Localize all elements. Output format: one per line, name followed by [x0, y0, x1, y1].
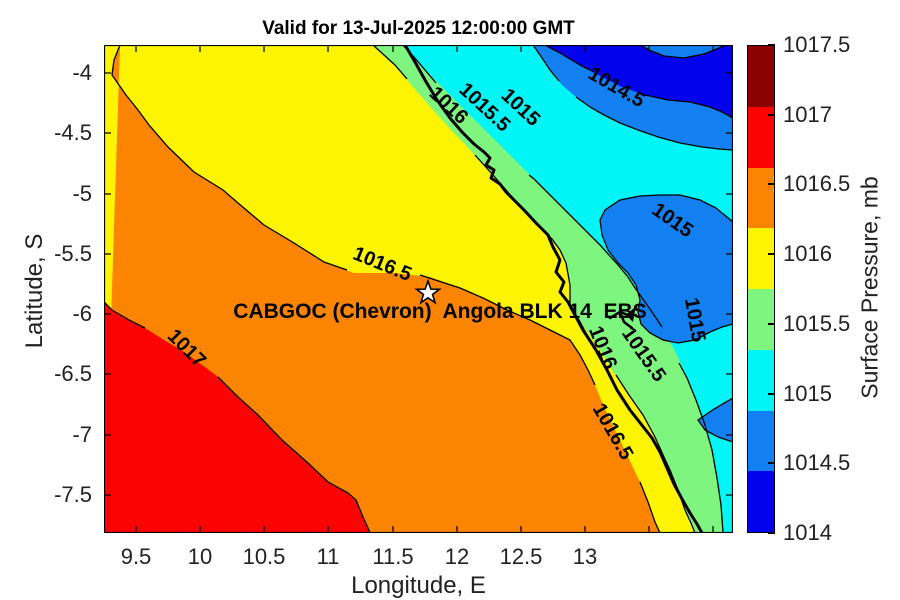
colorbar-tick-mark: [768, 532, 775, 534]
x-tick-label: 9.5: [120, 544, 152, 569]
colorbar-tick-mark: [768, 113, 775, 116]
colorbar-tick-label: 1015: [783, 380, 832, 406]
plot-title: Valid for 13-Jul-2025 12:00:00 GMT: [262, 18, 575, 39]
y-tick-label: -4: [72, 60, 92, 85]
region-band-above-1017: [104, 302, 370, 533]
colorbar-tick-mark: [768, 253, 775, 256]
plot-border: [104, 45, 733, 533]
region-band-below-1014.5-corner: [545, 45, 733, 118]
contour-line-1016: [372, 45, 408, 80]
y-tick-label: -5.5: [54, 241, 92, 266]
y-tick-label: -4.5: [54, 120, 92, 145]
river-marker: [626, 310, 635, 322]
colorbar-band-blue: [748, 410, 774, 472]
contour-line-1015.5: [528, 174, 663, 328]
region-blue-wedge-lower-right: [698, 398, 733, 442]
colorbar-tick-mark: [768, 44, 775, 46]
y-tick-label: -7: [72, 422, 92, 447]
colorbar-tick-label: 1017.5: [783, 32, 851, 57]
y-tick-label: -6: [72, 301, 92, 326]
colorbar-tick-label: 1014.5: [783, 450, 851, 476]
colorbar-band-cyan: [748, 349, 774, 411]
x-tick-label: 11.5: [372, 544, 414, 569]
contour-line-1016.5: [111, 45, 348, 271]
colorbar-tick-mark: [768, 392, 775, 395]
colorbar-tick-label: 1016: [783, 241, 832, 267]
colorbar-title: Surface Pressure, mb: [856, 176, 883, 399]
region-band-1014.5-1015: [403, 45, 733, 533]
coastline: [403, 45, 704, 533]
colorbar-band-orange: [748, 167, 774, 229]
colorbar-tick-label: 1016.5: [783, 171, 851, 197]
colorbar-tick-mark: [768, 322, 775, 325]
x-tick-label: 13: [572, 544, 598, 569]
station-star-icon: [414, 278, 442, 305]
x-tick-label: 10.5: [242, 544, 286, 569]
contour-line-1017: [104, 301, 146, 329]
x-tick-label: 10: [187, 544, 213, 569]
colorbar: [747, 45, 775, 533]
x-tick-label: 11: [316, 544, 340, 569]
colorbar-tick-label: 1014: [783, 520, 832, 545]
y-tick-label: -5: [72, 181, 92, 206]
x-tick-label: 12.5: [499, 544, 543, 569]
colorbar-band-darkblue: [748, 471, 774, 532]
contour-line-1016: [615, 374, 696, 533]
contour-line-1015.5: [678, 362, 724, 533]
contour-line-1015: [575, 96, 733, 151]
contour-line-1017: [217, 376, 371, 533]
contour-line-1015: [532, 45, 560, 82]
colorbar-tick-mark: [768, 462, 775, 465]
colorbar-tick-label: 1015.5: [783, 310, 851, 336]
contour-line-1015: [697, 397, 733, 443]
colorbar-tick-mark: [768, 183, 775, 186]
region-blue-blob-mid-right: [600, 195, 733, 343]
colorbar-band-darkred: [748, 46, 774, 107]
contour-line-1014.5: [644, 94, 733, 119]
colorbar-band-yellow: [748, 228, 774, 289]
contour-line-1016.5: [419, 274, 596, 386]
colorbar-title-wrap: Surface Pressure, mb: [855, 174, 885, 404]
y-tick-label: -6.5: [54, 361, 92, 386]
contour-line-1015: [599, 194, 733, 344]
contour-line-1014.5: [544, 45, 595, 73]
colorbar-band-red: [748, 106, 774, 168]
station-label: CABGOC (Chevron) Angola BLK 14 EBS: [233, 300, 646, 323]
x-axis-title: Longitude, E: [351, 572, 486, 599]
colorbar-tick-label: 1017: [783, 101, 832, 127]
river-line: [608, 310, 634, 330]
contour-line-1016.5: [639, 481, 661, 533]
y-tick-label: -7.5: [54, 482, 92, 507]
x-tick-label: 12: [444, 544, 470, 569]
y-axis-title: Latitude, S: [21, 233, 48, 349]
colorbar-band-green: [748, 289, 774, 350]
